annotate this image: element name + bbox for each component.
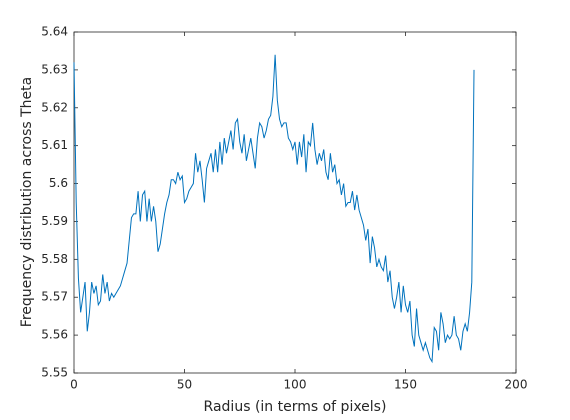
x-tick-label: 200: [505, 378, 528, 392]
y-tick-label: 5.59: [41, 214, 68, 228]
y-tick-label: 5.6: [49, 176, 68, 190]
y-tick-label: 5.64: [41, 25, 68, 39]
plot-box: [73, 31, 517, 374]
x-tick-label: 50: [177, 378, 192, 392]
y-axis-label: Frequency distribution across Theta: [19, 77, 35, 327]
x-tick-label: 100: [284, 378, 307, 392]
y-tick-label: 5.56: [41, 328, 68, 342]
y-tick-label: 5.62: [41, 100, 68, 114]
y-tick-label: 5.55: [41, 366, 68, 380]
x-tick-label: 0: [70, 378, 78, 392]
data-line: [73, 54, 475, 364]
y-tick-label: 5.57: [41, 290, 68, 304]
x-tick-label: 150: [394, 378, 417, 392]
x-axis-label: Radius (in terms of pixels): [204, 399, 387, 415]
y-tick-label: 5.63: [41, 62, 68, 76]
y-tick-label: 5.61: [41, 138, 68, 152]
y-tick-label: 5.58: [41, 252, 68, 266]
